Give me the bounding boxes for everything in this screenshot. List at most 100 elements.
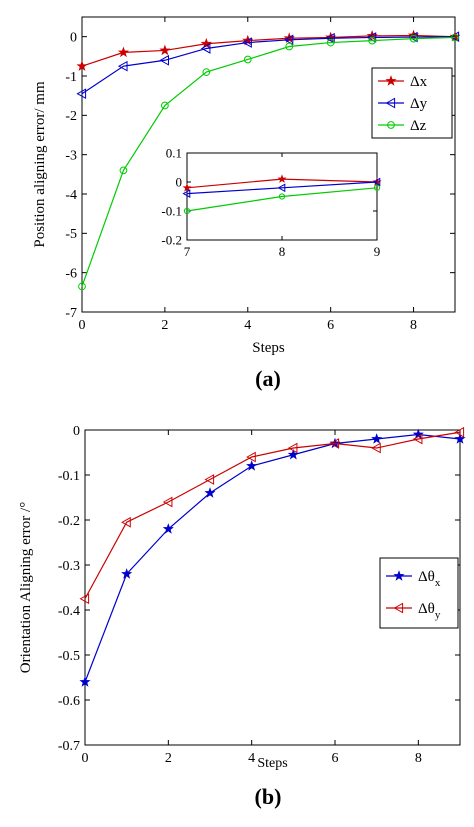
a-xtick-label: 6 <box>327 318 334 333</box>
a-inset-series-line-1 <box>186 181 378 195</box>
a-series-0-point <box>117 46 129 58</box>
a-series-1-point <box>283 34 294 46</box>
a-ytick-label: -7 <box>65 306 77 321</box>
b-ytick-label: -0.2 <box>58 514 80 529</box>
a-series-2-point <box>451 33 459 42</box>
b-series-0-point <box>287 448 299 460</box>
b-ytick-label: -0.5 <box>58 649 80 664</box>
b-series-1-point <box>162 496 173 508</box>
a-inset-ytick-label: 0.1 <box>166 146 182 161</box>
b-series-0-point <box>204 487 216 498</box>
b-xtick-label: 4 <box>248 751 255 766</box>
a-series-1-point <box>325 32 335 44</box>
b-ytick-label: -0.3 <box>58 559 80 574</box>
a-series-2-point <box>78 282 86 291</box>
a-inset-series-2-point <box>373 184 381 191</box>
a-legend-marker-2 <box>387 121 395 129</box>
a-series-2-point <box>326 38 335 47</box>
a-series-1-point <box>200 43 211 54</box>
b-y-axis-label: Orientation Aligning error /° <box>18 502 34 673</box>
a-ytick-label: -2 <box>65 109 77 124</box>
b-legend-label-subscript-1: y <box>435 609 441 621</box>
b-xtick-label: 8 <box>415 751 422 766</box>
a-series-2-point <box>243 55 252 64</box>
a-series-2-point <box>202 68 211 76</box>
b-series-line-1 <box>84 431 461 600</box>
b-x-axis-label: Steps <box>257 756 287 771</box>
a-ytick-label: 0 <box>70 31 77 46</box>
a-inset-xtick-label: 9 <box>374 244 381 259</box>
b-ytick-label: -0.4 <box>58 604 80 619</box>
b-series-1-point <box>412 433 423 445</box>
a-legend-marker-1 <box>385 97 396 109</box>
b-series-0-point <box>162 523 174 534</box>
b-series-0-point <box>371 433 383 444</box>
a-inset-ytick-label: -0.2 <box>161 233 182 248</box>
a-inset-series-2-point <box>278 193 286 200</box>
b-legend-marker-1 <box>393 602 404 614</box>
a-y-axis-label: Position aligning error/ mm <box>32 81 48 248</box>
a-series-line-1 <box>81 36 456 95</box>
a-inset-series-line-2 <box>186 187 378 212</box>
a-series-2-point <box>119 166 128 175</box>
a-legend-label-0: Δx <box>410 74 428 90</box>
a-inset-ytick-label: 0 <box>176 175 183 190</box>
a-legend-label-1: Δy <box>410 96 428 112</box>
a-series-line-0 <box>81 34 456 67</box>
b-series-0-point <box>454 433 466 444</box>
a-ytick-label: -5 <box>65 227 77 242</box>
panel-a-label: (a) <box>255 366 281 391</box>
b-series-1-point <box>371 442 381 454</box>
b-series-1-point <box>246 451 256 463</box>
b-ytick-label: -0.7 <box>58 739 80 754</box>
a-inset-series-2-point <box>183 207 191 215</box>
a-series-2-point <box>368 36 376 45</box>
a-ytick-label: -6 <box>65 267 77 282</box>
a-series-1-point <box>117 60 128 72</box>
a-x-axis-label: Steps <box>252 340 285 356</box>
b-series-0-point <box>121 568 133 579</box>
a-series-0-point <box>76 60 88 71</box>
a-series-1-point <box>159 54 169 66</box>
b-legend-label-subscript-0: x <box>435 577 441 589</box>
a-inset-series-1-point <box>372 177 381 187</box>
a-legend-marker-0 <box>385 75 397 86</box>
a-inset-ytick-label: -0.1 <box>161 204 182 219</box>
a-series-1-point <box>242 37 252 48</box>
b-series-0-point <box>246 460 258 471</box>
b-xtick-label: 0 <box>82 751 89 766</box>
b-ytick-label: 0 <box>73 424 80 439</box>
b-series-1-point <box>287 442 298 454</box>
a-series-1-point <box>366 32 377 43</box>
a-xtick-label: 8 <box>410 318 417 333</box>
b-series-1-point <box>454 426 465 438</box>
a-series-2-point <box>161 101 169 110</box>
b-legend-box <box>379 557 459 629</box>
a-series-2-point <box>285 42 294 51</box>
a-series-2-point <box>409 34 418 43</box>
b-series-1-point <box>329 438 340 449</box>
b-xtick-label: 2 <box>165 751 172 766</box>
a-inset-series-1-point <box>277 183 286 193</box>
a-ytick-label: -3 <box>65 149 77 164</box>
a-legend-label-2: Δz <box>410 118 427 134</box>
a-series-0-point <box>159 44 171 56</box>
a-xtick-label: 0 <box>79 318 86 333</box>
a-ytick-label: -1 <box>65 70 77 85</box>
a-inset-xtick-label: 8 <box>279 244 286 259</box>
a-series-line-2 <box>81 36 456 287</box>
b-series-1-point <box>121 516 131 528</box>
b-xtick-label: 6 <box>332 751 339 766</box>
a-xtick-label: 4 <box>244 318 251 333</box>
a-ytick-label: -4 <box>65 188 77 203</box>
a-inset-series-0-point <box>277 174 287 183</box>
b-ytick-label: -0.1 <box>58 469 80 484</box>
b-series-1-point <box>79 593 90 605</box>
b-series-0-point <box>79 676 91 687</box>
a-series-1-point <box>76 88 87 100</box>
b-ytick-label: -0.6 <box>58 694 80 709</box>
a-inset-xtick-label: 7 <box>184 244 191 259</box>
panel-b-label: (b) <box>255 784 282 809</box>
b-legend-marker-0 <box>393 570 405 581</box>
